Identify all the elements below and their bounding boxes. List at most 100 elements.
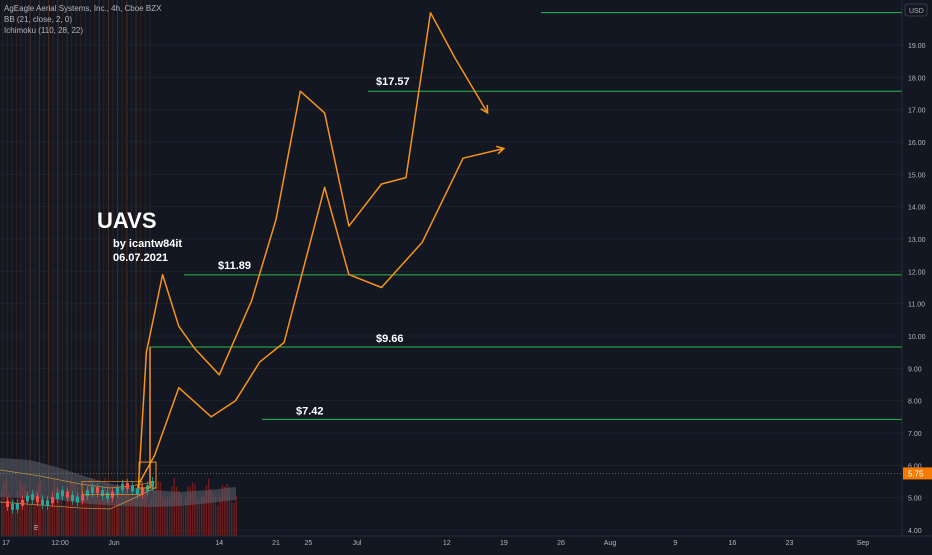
last-price-marker[interactable] (903, 467, 932, 480)
candle-body (106, 492, 109, 499)
time-tick-label: 16 (729, 540, 737, 547)
earnings-marker[interactable]: E (34, 525, 39, 532)
session-stripe (103, 0, 105, 536)
session-stripe (34, 0, 36, 536)
time-tick-label: 25 (305, 540, 313, 547)
session-stripe (107, 0, 109, 536)
volume-bar (7, 492, 10, 536)
currency-box[interactable] (904, 3, 928, 17)
volume-bar (19, 480, 21, 536)
session-stripe (61, 0, 63, 536)
volume-bar (168, 497, 171, 536)
volume-bar (208, 478, 210, 536)
session-stripe (149, 0, 151, 536)
candle-body (51, 497, 54, 504)
session-stripe (94, 0, 96, 536)
volume-bar (120, 487, 122, 536)
volume-bar (196, 499, 198, 536)
volume-bar (1, 490, 3, 536)
candle-body (76, 496, 79, 503)
indicator-ichimoku[interactable]: Ichimoku (110, 28, 22) (4, 26, 84, 35)
volume-bar (148, 504, 150, 536)
price-tick-label: 5.00 (908, 496, 922, 503)
candle-body (141, 488, 144, 495)
session-stripe (25, 0, 27, 536)
volume-bar (233, 502, 235, 536)
time-axis: 17 12:00 Jun 14 21 25 Jul 12 19 26 Aug 9 16 23 Sep (0, 535, 932, 547)
volume-bar (60, 493, 63, 536)
volume-bar (224, 486, 226, 536)
volume-bar (111, 490, 113, 536)
time-tick-label: 9 (673, 540, 677, 547)
candle-body (26, 495, 29, 502)
volume-bar (212, 493, 214, 536)
volume-bar (24, 486, 26, 536)
volume-bar (116, 498, 118, 536)
volume-bar (83, 489, 86, 536)
level-label: $7.42 (296, 405, 324, 417)
date-label: 06.07.2021 (113, 252, 168, 264)
volume-bar (178, 490, 180, 536)
price-tick-label: 12.00 (908, 269, 926, 276)
volume-bar (201, 496, 203, 536)
candle-body (6, 501, 9, 507)
price-tick-label: 10.00 (908, 334, 926, 341)
time-tick-label: 19 (500, 540, 508, 547)
currency-label[interactable]: USD (909, 8, 924, 15)
volume-bar (40, 480, 42, 536)
projection-path-1[interactable] (137, 11, 489, 489)
volume-bar (191, 482, 194, 536)
volume-bar (21, 485, 24, 536)
volume-bar (189, 486, 191, 536)
volume-bar (129, 498, 132, 536)
volume-bar (164, 499, 166, 536)
volume-bar (65, 500, 67, 536)
time-tick-label: 26 (557, 540, 565, 547)
volume-bar (141, 485, 143, 536)
price-tick-label: 16.00 (908, 140, 926, 147)
volume-bar (127, 494, 129, 536)
projection-path-2[interactable] (137, 147, 505, 486)
volume-bar (104, 478, 106, 536)
volume-bar (155, 486, 157, 536)
price-tick-label: 15.00 (908, 172, 926, 179)
time-tick-label: 12 (443, 540, 451, 547)
volume-bar (106, 483, 109, 536)
volume-bar (81, 498, 83, 536)
volume-bar (162, 496, 164, 536)
volume-bar (235, 496, 237, 536)
volume-bar (49, 501, 51, 536)
session-stripe (2, 0, 4, 536)
volume-bar (217, 505, 219, 536)
session-stripe (80, 0, 82, 536)
candle-body (36, 496, 39, 503)
candle-body (21, 499, 24, 506)
price-tick-label: 13.00 (908, 237, 926, 244)
volume-bar (182, 504, 185, 536)
volume-bar (79, 501, 81, 536)
volume-bar (125, 479, 127, 536)
indicator-bollinger[interactable]: BB (21, close, 2, 0) (4, 15, 73, 24)
volume-bar (93, 491, 95, 536)
volume-bar (53, 479, 56, 536)
volume-bar (175, 486, 178, 536)
volume-bar (113, 502, 116, 536)
session-stripe (144, 0, 146, 536)
price-tick-label: 9.00 (908, 366, 922, 373)
volume-bar (74, 482, 76, 536)
volume-bar (139, 477, 141, 536)
time-tick-label: 23 (786, 540, 794, 547)
highlight-box (81, 481, 143, 495)
symbol-title[interactable]: AgEagle Aerial Systems, Inc., 4h, Cboe B… (4, 4, 162, 13)
volume-bar (33, 490, 35, 536)
volume-bar (210, 488, 212, 536)
time-tick-label: Jun (108, 540, 119, 547)
support-resistance-levels (0, 12, 902, 474)
candle-body (91, 486, 94, 493)
arrowhead (495, 145, 506, 155)
last-price-value[interactable]: 5.75 (908, 469, 924, 478)
volume-bar (26, 491, 28, 536)
volume-bar (221, 485, 224, 536)
